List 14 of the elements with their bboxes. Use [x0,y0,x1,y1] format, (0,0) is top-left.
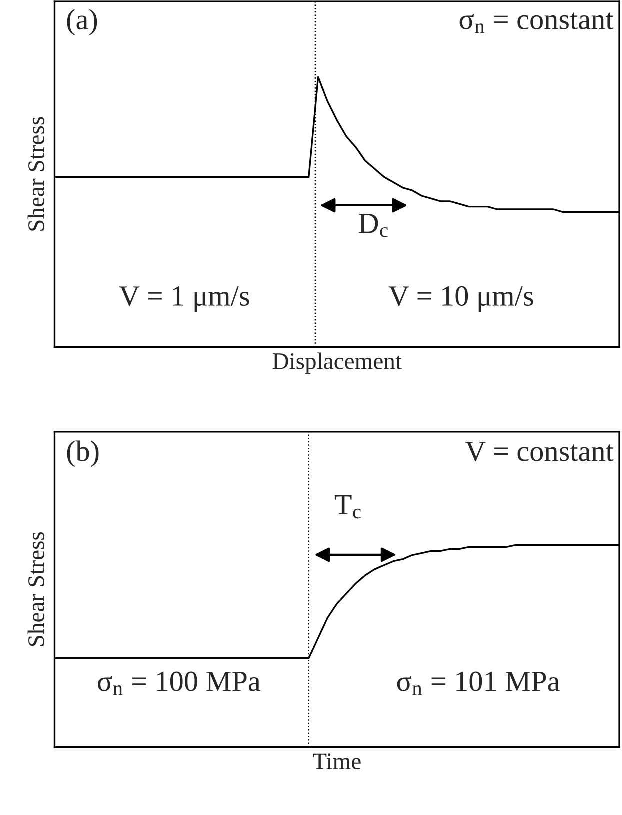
text: V = constant [465,442,614,462]
x-axis-title: Displacement [272,352,402,374]
annotation: V = 1 μm/s [119,286,250,312]
annotation: V = 10 μm/s [388,286,534,312]
text: (b) [67,440,99,468]
text: σ$_{n}$ = constant [460,12,614,34]
x-axis-title: Time [313,754,361,770]
annotation: σ$_{n}$ = 100 MPa [98,672,260,696]
y-axis-title: Shear Stress [28,532,44,646]
y-axis-title: Shear Stress [28,117,44,231]
annotation: D$_{c}$ [359,214,388,238]
text: T$_{c}$ [334,495,361,519]
text: (a) [67,9,98,36]
annotation: σ$_{n}$ = 101 MPa [397,672,560,696]
